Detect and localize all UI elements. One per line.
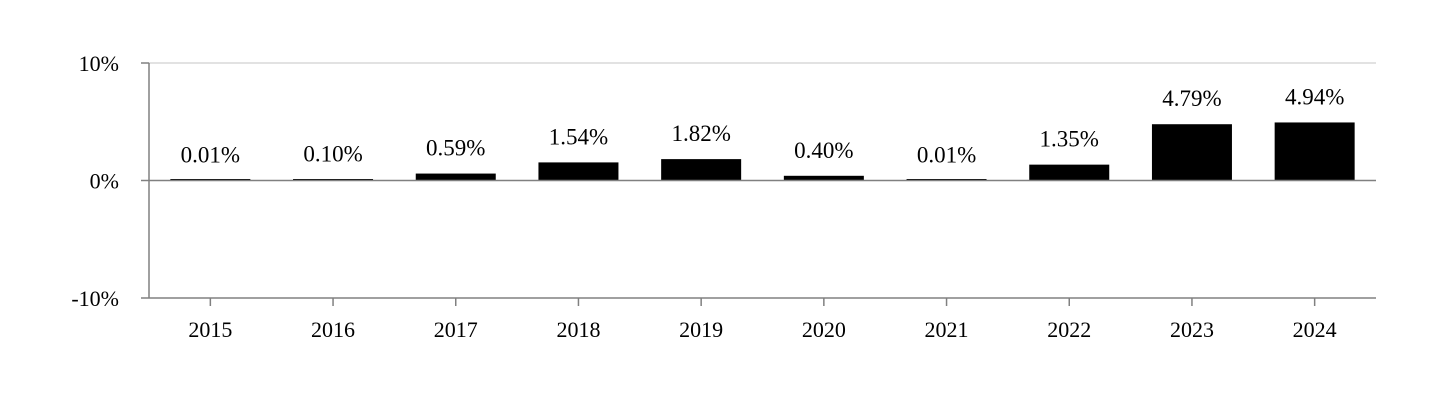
bar-2017 (415, 173, 496, 181)
x-tick-label-2022: 2022 (1047, 317, 1091, 342)
data-label-2021: 0.01% (917, 142, 976, 167)
x-tick-label-2015: 2015 (188, 317, 232, 342)
y-tick-label: -10% (71, 286, 119, 311)
y-tick-label: 0% (90, 169, 119, 194)
x-tick-label-2017: 2017 (434, 317, 478, 342)
axes (141, 62, 1376, 306)
x-tick-label-2021: 2021 (925, 317, 969, 342)
x-tick-label-2023: 2023 (1170, 317, 1214, 342)
data-label-2018: 1.54% (549, 124, 608, 149)
bar-2020 (783, 175, 864, 181)
y-tick-label: 10% (79, 51, 119, 76)
x-tick-label-2019: 2019 (679, 317, 723, 342)
data-label-2022: 1.35% (1040, 127, 1099, 152)
bar-2019 (661, 159, 742, 181)
x-tick-label-2018: 2018 (556, 317, 600, 342)
bar-2018 (538, 162, 619, 181)
x-tick-label-2016: 2016 (311, 317, 355, 342)
data-label-2023: 4.79% (1162, 86, 1221, 111)
data-label-2017: 0.59% (426, 136, 485, 161)
x-tick-label-2020: 2020 (802, 317, 846, 342)
bar-2022 (1029, 164, 1110, 181)
bars (170, 122, 1355, 181)
bar-2024 (1274, 122, 1355, 181)
x-tick-label-2024: 2024 (1293, 317, 1337, 342)
labels: 10% 0% -10% 2015 2016 2017 2018 2019 2020 2021 202… (71, 51, 1344, 342)
data-label-2024: 4.94% (1285, 84, 1344, 109)
data-label-2020: 0.40% (794, 138, 853, 163)
bar-2023 (1151, 124, 1232, 181)
data-label-2016: 0.10% (303, 141, 362, 166)
data-label-2015: 0.01% (181, 142, 240, 167)
data-label-2019: 1.82% (671, 121, 730, 146)
